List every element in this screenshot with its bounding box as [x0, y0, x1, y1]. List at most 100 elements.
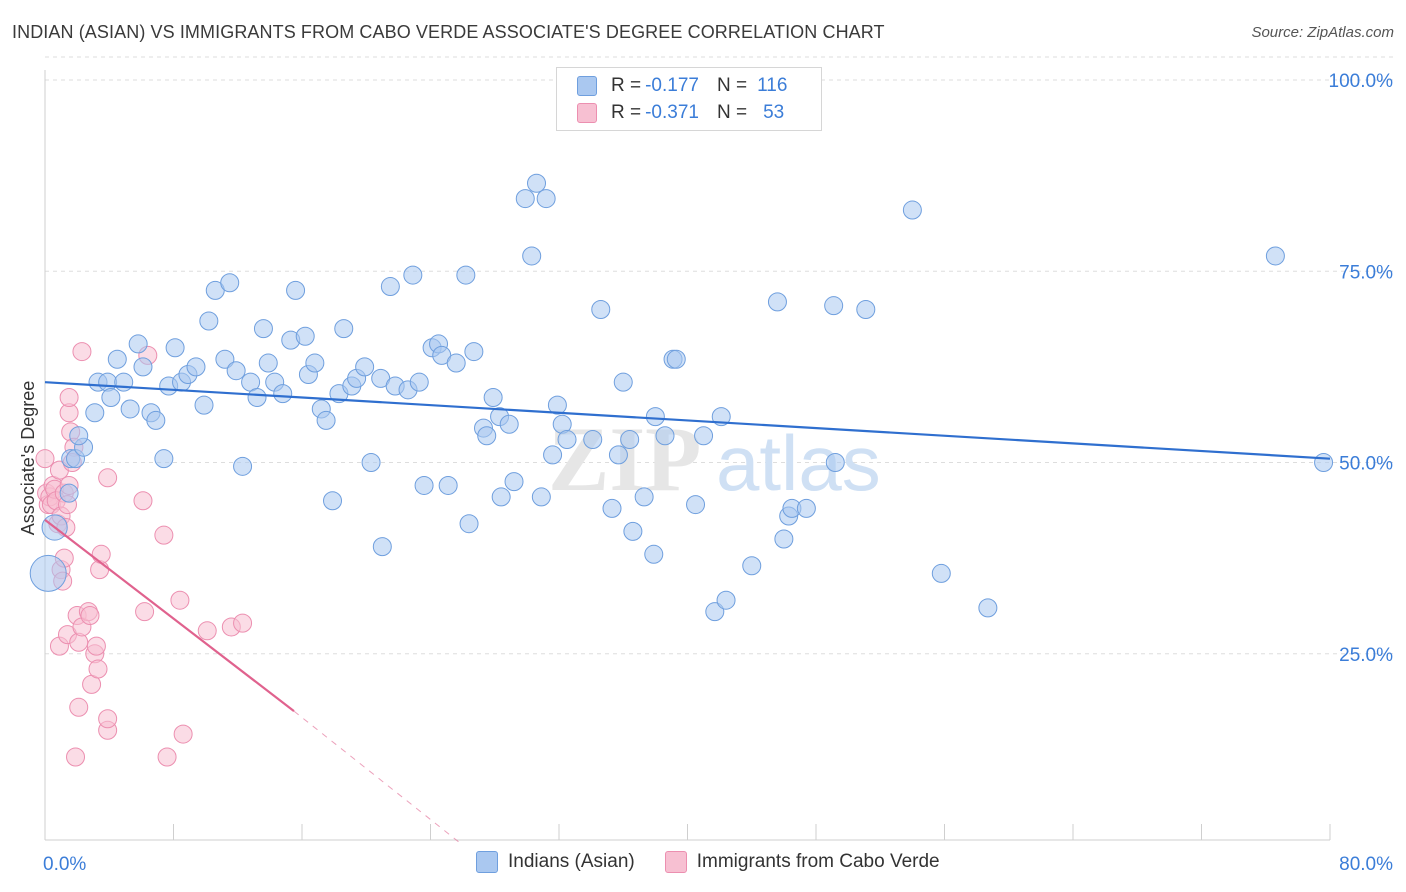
y-axis-label: Associate's Degree	[18, 381, 38, 536]
data-point-cabo-verde	[135, 602, 155, 622]
data-point-indians	[316, 410, 336, 430]
data-point-cabo-verde	[157, 747, 177, 767]
data-point-indians	[414, 475, 434, 495]
stats-legend: R = -0.177 N = 116 R = -0.371 N = 53	[556, 67, 822, 131]
pink-swatch-icon	[664, 851, 687, 873]
data-point-indians	[547, 395, 567, 415]
data-point-cabo-verde	[35, 449, 55, 469]
data-point-indians	[591, 300, 611, 319]
data-point-cabo-verde	[59, 387, 79, 407]
data-point-indians	[531, 487, 551, 507]
data-point-indians	[194, 395, 214, 415]
data-point-indians	[98, 372, 118, 392]
data-point-indians	[499, 414, 519, 434]
data-point-indians	[645, 407, 665, 427]
n-value: 53	[763, 102, 785, 123]
source-label: Source: ZipAtlas.com	[1251, 24, 1394, 41]
data-point-indians	[686, 495, 706, 515]
data-point-cabo-verde	[170, 590, 190, 610]
data-point-indians	[1314, 453, 1334, 472]
data-point-indians	[85, 403, 105, 423]
data-point-indians	[215, 349, 235, 369]
data-point-indians	[644, 544, 664, 564]
data-point-indians	[128, 334, 148, 354]
data-point-cabo-verde	[80, 606, 100, 625]
data-point-indians	[634, 487, 654, 507]
data-point-indians	[767, 292, 787, 312]
data-point-indians	[824, 296, 844, 316]
data-point-indians	[403, 265, 423, 285]
data-point-indians	[902, 200, 922, 220]
data-point-cabo-verde	[91, 544, 111, 564]
data-point-indians	[120, 399, 140, 419]
y-tick-label: 75.0%	[1339, 262, 1393, 283]
chart-title: INDIAN (ASIAN) VS IMMIGRANTS FROM CABO V…	[12, 22, 885, 42]
data-point-indians	[856, 300, 876, 319]
x-tick-labels: 0.0% 80.0%	[43, 854, 1393, 875]
data-point-indians	[477, 426, 497, 446]
data-point-indians	[101, 387, 121, 407]
data-point-indians	[459, 514, 479, 534]
data-point-indians	[253, 319, 273, 339]
data-point-indians	[931, 563, 951, 583]
data-point-cabo-verde	[98, 468, 118, 488]
stats-row-cabo-verde: R = -0.371 N = 53	[577, 100, 784, 126]
data-point-indians	[796, 498, 816, 518]
data-point-indians	[694, 426, 714, 446]
y-tick-label: 50.0%	[1339, 454, 1393, 475]
blue-swatch-icon	[577, 76, 597, 96]
watermark-atlas: atlas	[716, 419, 881, 507]
n-label: N =	[716, 75, 748, 96]
data-point-indians	[199, 311, 219, 331]
data-point-cabo-verde	[88, 659, 108, 679]
data-point-indians	[742, 556, 762, 576]
data-point-indians	[233, 456, 253, 476]
n-value: 116	[757, 75, 788, 96]
trendline-cabo-verde-extension	[293, 710, 463, 846]
stats-row-indians: R = -0.177 N = 116	[577, 73, 787, 99]
data-point-indians	[705, 602, 725, 622]
legend-item-cabo-verde[interactable]: Immigrants from Cabo Verde	[664, 851, 940, 873]
blue-swatch-icon	[476, 851, 498, 873]
data-point-indians	[978, 598, 998, 618]
data-point-indians	[323, 491, 343, 511]
data-point-indians	[355, 357, 375, 377]
data-point-indians	[583, 430, 603, 450]
data-point-indians	[186, 357, 206, 377]
r-value: -0.177	[645, 75, 699, 96]
data-point-indians	[825, 453, 845, 472]
trendlines	[44, 381, 1331, 846]
data-point-indians	[361, 453, 381, 472]
data-point-indians	[334, 319, 354, 339]
data-point-indians	[527, 173, 547, 193]
data-point-indians	[258, 353, 278, 373]
trendline-indians	[44, 381, 1331, 460]
data-point-indians	[165, 338, 185, 358]
data-point-indians	[247, 387, 267, 407]
data-point-cabo-verde	[72, 342, 92, 362]
data-point-indians	[29, 554, 67, 592]
data-point-indians	[295, 326, 315, 346]
data-point-indians	[220, 273, 240, 293]
legend-label-indians: Indians (Asian)	[508, 851, 635, 872]
data-point-indians	[1265, 246, 1285, 266]
indian-asian-points	[29, 173, 1334, 622]
data-point-cabo-verde	[197, 621, 217, 641]
data-point-cabo-verde	[154, 525, 174, 545]
data-point-indians	[409, 372, 429, 392]
data-point-indians	[380, 277, 400, 297]
data-point-indians	[620, 430, 640, 450]
data-point-indians	[456, 265, 476, 285]
data-point-cabo-verde	[233, 613, 253, 633]
data-point-indians	[446, 353, 466, 373]
data-point-cabo-verde	[173, 724, 193, 744]
legend-item-indians[interactable]: Indians (Asian)	[476, 851, 635, 873]
y-tick-label: 25.0%	[1339, 645, 1393, 666]
data-point-indians	[305, 353, 325, 373]
legend-label-cabo-verde: Immigrants from Cabo Verde	[696, 851, 940, 872]
gridlines	[45, 56, 1393, 655]
x-tick-label: 0.0%	[43, 854, 86, 875]
data-point-indians	[146, 410, 166, 430]
data-point-indians	[273, 384, 293, 404]
